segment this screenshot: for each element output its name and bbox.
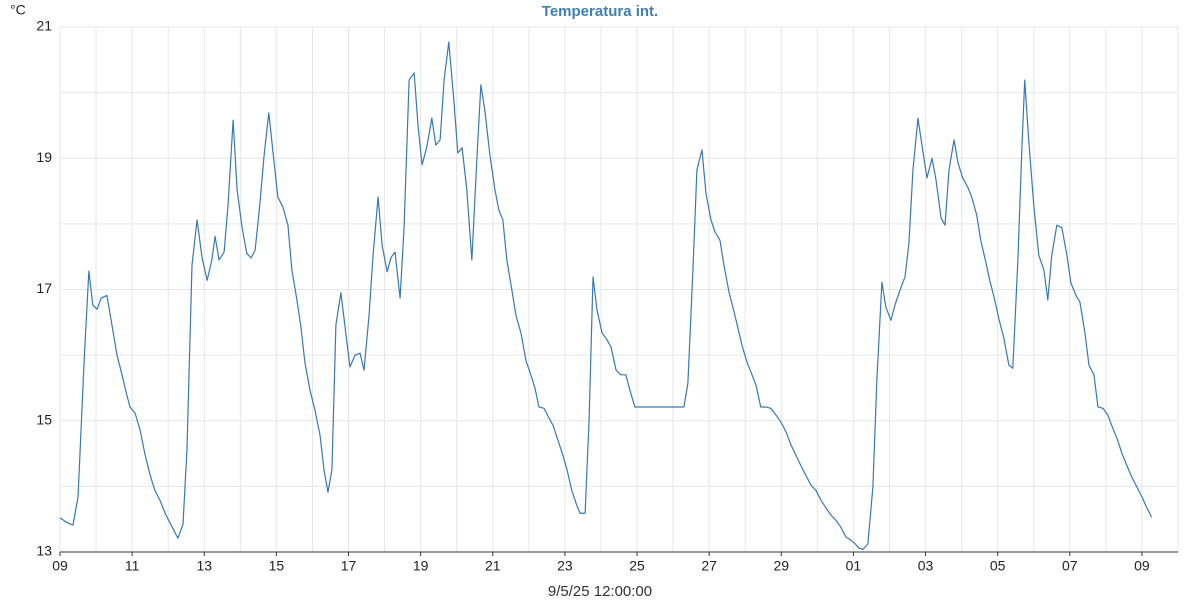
x-tick-label: 13 xyxy=(196,558,212,574)
x-tick-label: 07 xyxy=(1062,558,1078,574)
x-tick-label: 19 xyxy=(413,558,429,574)
line xyxy=(59,41,1153,550)
x-tick-label: 23 xyxy=(557,558,573,574)
x-tick-label: 15 xyxy=(269,558,285,574)
x-tick-label: 01 xyxy=(846,558,862,574)
x-tick-label: 09 xyxy=(1134,558,1150,574)
x-tick-label: 27 xyxy=(701,558,717,574)
x-tick-label: 29 xyxy=(774,558,790,574)
x-axis-label: 9/5/25 12:00:00 xyxy=(548,583,652,600)
x-tick-label: 21 xyxy=(485,558,501,574)
x-tick-label: 11 xyxy=(125,558,140,574)
y-tick-label: 19 xyxy=(36,149,52,165)
y-unit: °C xyxy=(10,2,26,18)
y-tick-label: 13 xyxy=(36,543,52,559)
x-tick-label: 25 xyxy=(629,558,645,574)
x-tick-label: 03 xyxy=(918,558,934,574)
chart-title: Temperatura int. xyxy=(542,3,658,20)
y-tick-label: 21 xyxy=(36,18,52,34)
x-tick-label: 05 xyxy=(990,558,1006,574)
x-tick-label: 17 xyxy=(341,558,357,574)
y-tick-label: 17 xyxy=(36,280,52,296)
x-tick-label: 09 xyxy=(52,558,68,574)
y-tick-label: 15 xyxy=(36,411,52,427)
